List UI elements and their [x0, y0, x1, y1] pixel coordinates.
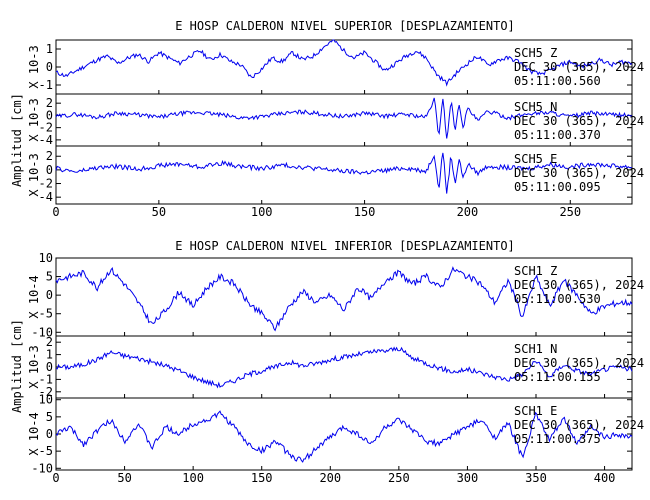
chart1-xtick-label-3: 150 — [251, 471, 273, 485]
chart1-panel2-ytick-label-2: 0 — [46, 427, 53, 441]
chart1-panel1-ytick-label-4: 2 — [46, 335, 53, 349]
chart0-panel1-time-label: 05:11:00.370 — [514, 128, 601, 142]
chart1-panel0-station-label: SCH1 Z — [514, 264, 557, 278]
chart0-panel2-ytick-label-2: 0 — [46, 163, 53, 177]
chart0-panel2-time-label: 05:11:00.095 — [514, 180, 601, 194]
chart1-xtick-label-1: 50 — [117, 471, 131, 485]
chart0-panel0-station-label: SCH5 Z — [514, 46, 557, 60]
upper-chart-title: E HOSP CALDERON NIVEL SUPERIOR [DESPLAZA… — [175, 19, 515, 33]
chart0-panel1-ytick-label-3: 2 — [46, 96, 53, 110]
chart0-xtick-label-3: 150 — [354, 205, 376, 219]
chart0-panel2-frame — [55, 145, 633, 205]
chart1-xtick-label-8: 400 — [594, 471, 616, 485]
chart0-xtick-label-1: 50 — [152, 205, 166, 219]
chart1-xtick-label-6: 300 — [457, 471, 479, 485]
chart1-xtick-label-4: 200 — [319, 471, 341, 485]
chart1-panel0-time-label: 05:11:00.530 — [514, 292, 601, 306]
chart1-xtick-label-5: 250 — [388, 471, 410, 485]
chart1-panel1-station-label: SCH1 N — [514, 342, 557, 356]
chart0-panel1-ytick-label-1: -2 — [39, 121, 53, 135]
chart1-panel1-time-label: 05:11:00.155 — [514, 370, 601, 384]
chart1-panel0-ytick-label-2: 0 — [46, 288, 53, 302]
chart1-panel1-ytick-label-0: -2 — [39, 385, 53, 399]
chart1-panel2-scale-label: X 10-4 — [27, 412, 41, 455]
chart1-ylabel: Amplitud [cm] — [10, 319, 24, 413]
chart0-panel0-time-label: 05:11:00.560 — [514, 74, 601, 88]
chart0-xtick-label-0: 0 — [52, 205, 59, 219]
chart0-panel2-station-label: SCH5 E — [514, 152, 557, 166]
chart1-panel2-date-label: DEC 30 (365), 2024 — [514, 418, 644, 432]
chart0-panel2-ytick-label-3: 2 — [46, 149, 53, 163]
chart0-panel2-ytick-label-1: -2 — [39, 177, 53, 191]
chart1-xtick-label-2: 100 — [182, 471, 204, 485]
chart0-panel0-ytick-label-2: 1 — [46, 42, 53, 56]
lower-chart-title: E HOSP CALDERON NIVEL INFERIOR [DESPLAZA… — [175, 239, 515, 253]
chart0-xtick-label-5: 250 — [559, 205, 581, 219]
chart1-panel2-ytick-label-0: -10 — [31, 461, 53, 475]
chart1-panel1-ytick-label-1: -1 — [39, 372, 53, 386]
chart0-panel1-scale-label: X 10-3 — [27, 98, 41, 141]
chart1-panel2-ytick-label-3: 5 — [46, 410, 53, 424]
chart1-panel1-ytick-label-3: 1 — [46, 348, 53, 362]
chart1-panel0-ytick-label-3: 5 — [46, 270, 53, 284]
chart1-panel2-trace — [55, 410, 633, 463]
chart0-panel2-trace — [55, 152, 633, 194]
chart0-panel1-trace — [55, 97, 633, 139]
chart0-panel1-date-label: DEC 30 (365), 2024 — [514, 114, 644, 128]
chart1-panel1-date-label: DEC 30 (365), 2024 — [514, 356, 644, 370]
chart0-panel0-trace — [55, 39, 633, 87]
chart1-panel0-ytick-label-0: -10 — [31, 325, 53, 339]
chart1-panel0-scale-label: X 10-4 — [27, 275, 41, 318]
chart0-panel0-date-label: DEC 30 (365), 2024 — [514, 60, 644, 74]
chart1-xtick-label-7: 350 — [525, 471, 547, 485]
chart0-panel2-date-label: DEC 30 (365), 2024 — [514, 166, 644, 180]
chart0-panel1-ytick-label-2: 0 — [46, 108, 53, 122]
chart0-panel2-scale-label: X 10-3 — [27, 153, 41, 196]
chart0-panel1-station-label: SCH5 N — [514, 100, 557, 114]
chart0-panel0-ytick-label-1: 0 — [46, 60, 53, 74]
chart1-panel0-ytick-label-1: -5 — [39, 307, 53, 321]
chart1-panel0-ytick-label-4: 10 — [39, 251, 53, 265]
chart1-xtick-label-0: 0 — [52, 471, 59, 485]
chart1-panel2-ytick-label-4: 10 — [39, 393, 53, 407]
chart1-panel0-date-label: DEC 30 (365), 2024 — [514, 278, 644, 292]
chart0-panel1-ytick-label-0: -4 — [39, 133, 53, 147]
chart0-ylabel: Amplitud [cm] — [10, 93, 24, 187]
chart1-panel2-ytick-label-1: -5 — [39, 444, 53, 458]
chart0-xtick-label-4: 200 — [457, 205, 479, 219]
chart1-panel1-ytick-label-2: 0 — [46, 360, 53, 374]
chart1-panel0-trace — [55, 266, 633, 332]
chart0-xtick-label-2: 100 — [251, 205, 273, 219]
chart1-panel1-trace — [55, 346, 633, 389]
chart0-panel0-scale-label: X 10-3 — [27, 45, 41, 88]
chart1-panel2-time-label: 05:11:00.375 — [514, 432, 601, 446]
chart0-panel0-ytick-label-0: -1 — [39, 78, 53, 92]
chart1-panel2-station-label: SCH1 E — [514, 404, 557, 418]
chart1-panel1-scale-label: X 10-3 — [27, 345, 41, 388]
chart0-panel2-ytick-label-0: -4 — [39, 190, 53, 204]
